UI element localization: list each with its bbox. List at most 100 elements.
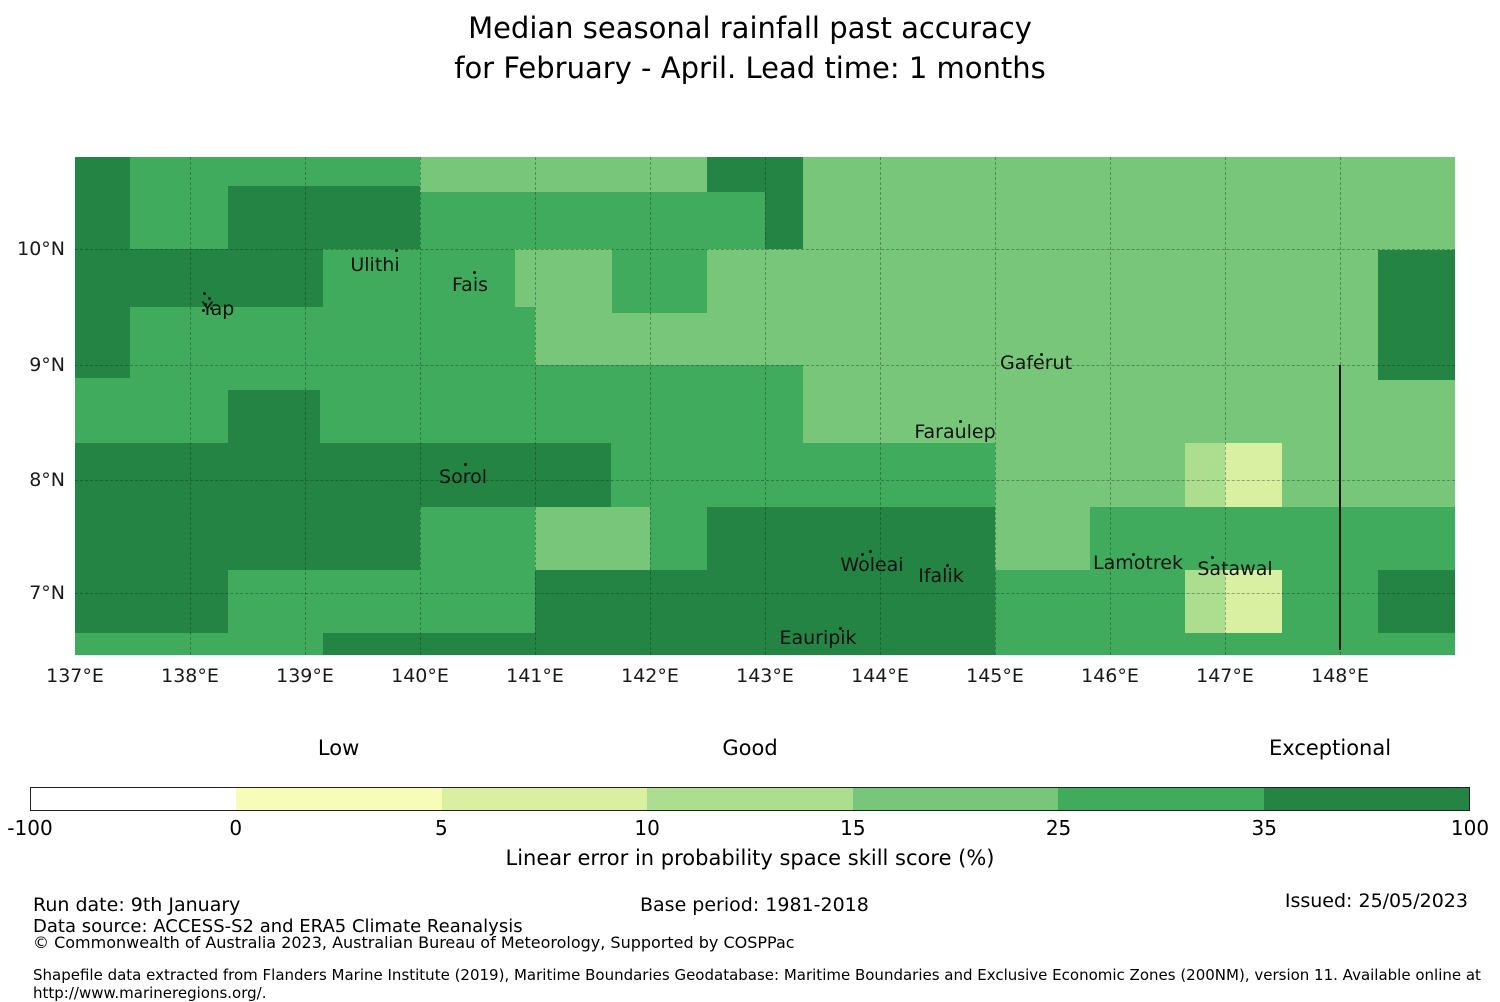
island-label: Yap <box>201 298 235 320</box>
map-canvas: Yap Ulithi Fais Sorol Gaferut Faraulep Woleai I… <box>75 157 1455 655</box>
longitude-gridline <box>1110 157 1111 655</box>
colorbar-segment <box>647 788 853 810</box>
issued-date-text: Issued: 25/05/2023 <box>1284 890 1468 912</box>
colorbar-tick-label: 5 <box>435 816 448 840</box>
longitude-gridline <box>1225 157 1226 655</box>
latitude-gridline <box>75 249 1455 250</box>
map-cell <box>650 507 707 570</box>
longitude-gridline <box>535 157 536 655</box>
colorbar-tick-label: 35 <box>1251 816 1278 840</box>
island-marker-dot <box>203 292 206 295</box>
island-label: Lamotrek <box>1093 552 1183 574</box>
map-cell <box>611 443 995 507</box>
map-cell <box>765 192 803 249</box>
x-axis-tick-label: 139°E <box>276 665 334 687</box>
copyright-text: © Commonwealth of Australia 2023, Austra… <box>33 933 795 952</box>
colorbar-tick-label: 0 <box>229 816 243 840</box>
map-cell <box>420 192 803 249</box>
colorbar-tick-label: 100 <box>1450 816 1490 840</box>
map-cell <box>707 157 803 192</box>
island-label: Ulithi <box>350 254 400 276</box>
map-cell <box>1282 570 1378 655</box>
eez-boundary-line <box>1339 365 1341 650</box>
map-cell <box>1185 443 1225 507</box>
x-axis-tick-label: 146°E <box>1081 665 1139 687</box>
data-source-text: Data source: ACCESS-S2 and ERA5 Climate … <box>33 916 523 937</box>
longitude-gridline <box>765 157 766 655</box>
map-cell <box>1185 570 1225 633</box>
map-cell <box>75 633 323 655</box>
longitude-gridline <box>880 157 881 655</box>
map-cell <box>75 443 611 507</box>
map-cell <box>1090 507 1455 570</box>
island-marker-dot <box>473 271 476 274</box>
island-marker-dot <box>861 553 864 556</box>
map-cell <box>995 570 1185 593</box>
island-label: Satawal <box>1197 558 1273 580</box>
chart-title-line1: Median seasonal rainfall past accuracy <box>468 11 1032 45</box>
island-marker-dot <box>959 420 962 423</box>
colorbar-segment <box>441 788 648 810</box>
colorbar-category-label: Good <box>722 736 778 760</box>
island-marker-dot <box>464 463 467 466</box>
map-cell <box>612 249 707 313</box>
x-axis-tick-label: 148°E <box>1311 665 1369 687</box>
x-axis-tick-label: 144°E <box>851 665 909 687</box>
map-cell <box>1378 250 1455 380</box>
colorbar-tick-label: 10 <box>634 816 660 840</box>
island-label: Faraulep <box>914 421 996 443</box>
map-cell <box>995 593 1185 655</box>
island-marker-dot <box>869 550 872 553</box>
colorbar-title: Linear error in probability space skill … <box>505 846 995 870</box>
island-marker-dot <box>204 303 207 306</box>
colorbar-category-label: Exceptional <box>1269 736 1392 760</box>
colorbar <box>30 787 1470 811</box>
x-axis-tick-label: 141°E <box>506 665 564 687</box>
map-cell <box>228 570 535 633</box>
longitude-gridline <box>995 157 996 655</box>
island-marker-dot <box>1132 553 1135 556</box>
colorbar-category-label: Low <box>317 736 360 760</box>
y-axis: 10°N 9°N 8°N 7°N <box>0 157 65 655</box>
longitude-gridline <box>420 157 421 655</box>
x-axis-tick-label: 143°E <box>736 665 794 687</box>
map-cell <box>323 249 515 307</box>
island-marker-dot <box>839 627 842 630</box>
map-cell <box>75 507 420 570</box>
longitude-gridline <box>190 157 191 655</box>
map-cell <box>75 378 130 443</box>
island-marker-dot <box>1211 556 1214 559</box>
map-cell <box>228 186 420 249</box>
latitude-gridline <box>75 593 1455 594</box>
island-label: Fais <box>451 274 489 296</box>
island-label: Eauripik <box>779 627 857 649</box>
island-marker-dot <box>946 564 949 567</box>
map-cell <box>75 249 323 307</box>
longitude-gridline <box>650 157 651 655</box>
island-label: Sorol <box>439 466 487 488</box>
map-cell <box>1185 633 1282 655</box>
island-label: Gaferut <box>999 352 1073 374</box>
x-axis-tick-label: 147°E <box>1196 665 1254 687</box>
map-cell <box>1225 570 1282 633</box>
x-axis-tick-label: 138°E <box>161 665 219 687</box>
map-cell <box>707 507 995 570</box>
shapefile-attribution-text: Shapefile data extracted from Flanders M… <box>33 966 1481 1002</box>
y-axis-tick-label: 8°N <box>29 469 65 491</box>
y-axis-tick-label: 10°N <box>17 238 65 260</box>
colorbar-tick-label: 15 <box>840 816 866 840</box>
map-cell <box>535 570 995 593</box>
longitude-gridline <box>305 157 306 655</box>
colorbar-tick-label: -100 <box>7 816 53 840</box>
map-cell <box>1378 633 1455 655</box>
run-date-text: Run date: 9th January <box>33 894 241 916</box>
map-cell <box>420 507 535 570</box>
x-axis-tick-label: 137°E <box>46 665 104 687</box>
map-cell <box>1225 443 1282 507</box>
island-marker-dot <box>210 307 213 310</box>
colorbar-segment <box>1058 788 1264 810</box>
island-marker-dot <box>1040 353 1043 356</box>
base-period-text: Base period: 1981-2018 <box>640 894 869 916</box>
map-cell <box>130 307 535 365</box>
